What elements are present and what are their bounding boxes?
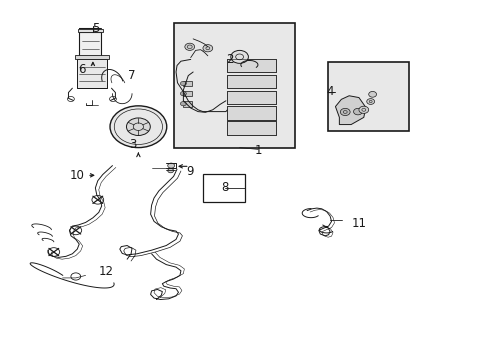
Circle shape: [110, 106, 166, 148]
Bar: [183, 101, 192, 107]
Circle shape: [340, 108, 349, 116]
Circle shape: [353, 108, 362, 115]
Bar: [227, 91, 276, 104]
Circle shape: [368, 91, 376, 97]
Bar: [327, 62, 408, 131]
Bar: [173, 23, 294, 148]
Circle shape: [126, 118, 150, 135]
Circle shape: [358, 106, 368, 113]
Circle shape: [167, 163, 174, 168]
Bar: [183, 91, 192, 96]
Bar: [227, 121, 276, 135]
Text: 9: 9: [185, 165, 193, 177]
Circle shape: [180, 91, 186, 96]
Polygon shape: [335, 96, 365, 125]
Bar: [78, 29, 102, 32]
Bar: [227, 59, 276, 72]
Text: 1: 1: [254, 144, 262, 157]
Bar: [79, 32, 101, 58]
Bar: [75, 55, 109, 59]
Bar: [183, 81, 192, 86]
Circle shape: [230, 50, 248, 63]
Text: 4: 4: [325, 85, 333, 98]
Text: 11: 11: [351, 217, 366, 230]
Text: 6: 6: [78, 63, 86, 76]
Circle shape: [203, 45, 212, 52]
Circle shape: [184, 43, 194, 50]
Text: 3: 3: [129, 138, 137, 151]
Text: 12: 12: [99, 265, 114, 278]
Text: 5: 5: [91, 22, 99, 35]
Text: 7: 7: [128, 69, 136, 82]
Bar: [77, 59, 106, 88]
Bar: [203, 174, 245, 202]
Circle shape: [180, 102, 186, 106]
Circle shape: [180, 81, 186, 86]
Text: 2: 2: [225, 53, 233, 66]
Circle shape: [366, 99, 374, 104]
Bar: [227, 75, 276, 88]
Text: 8: 8: [221, 181, 228, 194]
Text: 10: 10: [69, 169, 84, 182]
Bar: [227, 106, 276, 120]
Circle shape: [167, 168, 173, 173]
